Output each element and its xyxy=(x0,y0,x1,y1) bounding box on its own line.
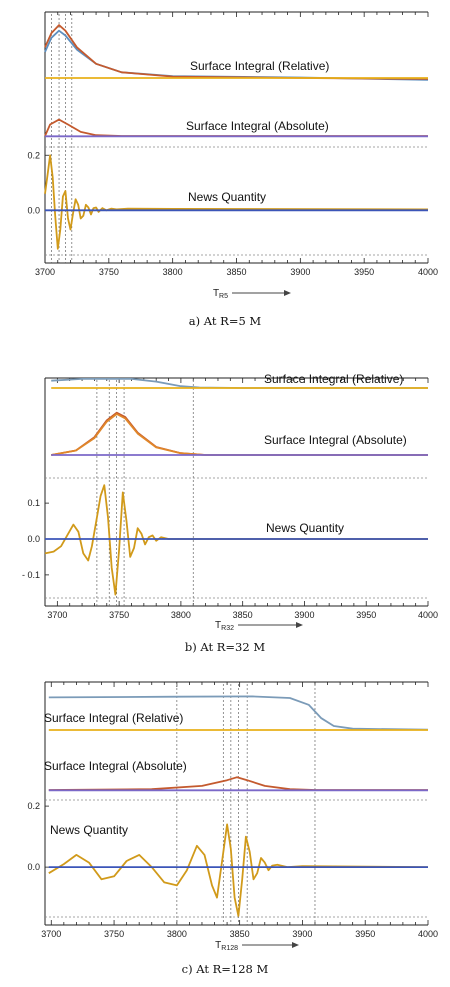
x-tick-label: 3850 xyxy=(230,929,250,939)
chart-panel-1: 3700 3750 3800 3850 3900 3950 4000 0.2 0.0 Surfac… xyxy=(27,11,438,328)
x-tick-label: 3800 xyxy=(163,267,183,277)
x-axis-arrow-head xyxy=(296,622,303,628)
caption: a) At R=5 M xyxy=(189,314,262,328)
x-tick-label: 4000 xyxy=(418,610,438,620)
absolute-label: Surface Integral (Absolute) xyxy=(186,119,329,133)
y-tick-label: 0.0 xyxy=(27,534,40,544)
x-tick-label: 3700 xyxy=(41,929,61,939)
x-tick-label: 3950 xyxy=(356,610,376,620)
x-tick-label: 3900 xyxy=(290,267,310,277)
relative-label: Surface Integral (Relative) xyxy=(264,372,403,386)
chart-panel-2: 3700 3750 3800 3850 3900 3950 4000 0.1 0.0 - 0.1 S… xyxy=(22,372,438,654)
absolute-label: Surface Integral (Absolute) xyxy=(44,759,187,773)
x-tick-label: 3950 xyxy=(354,267,374,277)
x-tick-label: 3800 xyxy=(171,610,191,620)
x-axis-arrow-head xyxy=(284,290,291,296)
x-tick-label: 4000 xyxy=(418,929,438,939)
x-tick-label: 3800 xyxy=(167,929,187,939)
x-axis-label: TR128 xyxy=(215,940,238,952)
x-tick-label: 3950 xyxy=(355,929,375,939)
x-axis-arrow-head xyxy=(292,942,299,948)
relative-label: Surface Integral (Relative) xyxy=(44,711,183,725)
y-tick-label: 0.0 xyxy=(27,205,40,215)
relative-label: Surface Integral (Relative) xyxy=(190,59,329,73)
caption: b) At R=32 M xyxy=(185,640,265,654)
x-tick-label: 3700 xyxy=(35,267,55,277)
x-tick-label: 3700 xyxy=(47,610,67,620)
absolute-series-2 xyxy=(51,413,428,456)
y-tick-label: 0.0 xyxy=(27,862,40,872)
x-tick-label: 3900 xyxy=(292,929,312,939)
news-label: News Quantity xyxy=(188,190,266,204)
x-tick-label: 4000 xyxy=(418,267,438,277)
absolute-label: Surface Integral (Absolute) xyxy=(264,433,407,447)
x-axis-label: TR32 xyxy=(215,620,234,632)
y-tick-label: 0.2 xyxy=(27,801,40,811)
x-tick-label: 3900 xyxy=(294,610,314,620)
chart-panel-3: 3700 3750 3800 3850 3900 3950 4000 0.2 0.0 Surfac… xyxy=(27,681,438,976)
x-axis-label: TR5 xyxy=(213,288,228,300)
relative-series-1 xyxy=(48,695,429,731)
news-label: News Quantity xyxy=(50,823,128,837)
caption: c) At R=128 M xyxy=(182,962,269,976)
news-series-1 xyxy=(44,484,428,596)
x-tick-label: 3750 xyxy=(99,267,119,277)
x-tick-label: 3750 xyxy=(109,610,129,620)
x-tick-label: 3750 xyxy=(104,929,124,939)
y-tick-label: 0.1 xyxy=(27,498,40,508)
y-tick-label: - 0.1 xyxy=(22,570,40,580)
news-label: News Quantity xyxy=(266,521,344,535)
news-series-1 xyxy=(48,823,429,917)
x-tick-label: 3850 xyxy=(226,267,246,277)
y-tick-label: 0.2 xyxy=(27,150,40,160)
x-tick-label: 3850 xyxy=(233,610,253,620)
